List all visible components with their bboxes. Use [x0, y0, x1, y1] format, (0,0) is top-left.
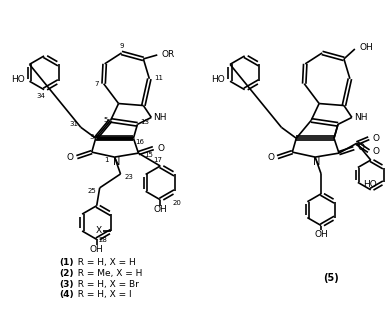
Text: (2): (2) — [59, 268, 73, 278]
Text: R = Me, X = H: R = Me, X = H — [72, 268, 142, 278]
Text: R = H, X = H: R = H, X = H — [72, 258, 136, 267]
Text: O: O — [157, 144, 164, 153]
Text: 13: 13 — [140, 119, 149, 125]
Text: 17: 17 — [153, 157, 162, 163]
Text: HO: HO — [211, 75, 225, 84]
Text: (3): (3) — [59, 280, 73, 289]
Text: HO: HO — [11, 75, 25, 84]
Text: O: O — [373, 134, 380, 143]
Text: 7: 7 — [94, 81, 99, 87]
Text: OR: OR — [161, 50, 174, 59]
Text: O: O — [358, 143, 365, 152]
Text: 15: 15 — [144, 152, 153, 158]
Text: NH: NH — [153, 113, 167, 122]
Text: (1): (1) — [59, 258, 73, 267]
Text: 31: 31 — [70, 121, 79, 127]
Text: 9: 9 — [119, 43, 124, 49]
Text: 25: 25 — [88, 188, 97, 194]
Text: NH: NH — [354, 113, 367, 122]
Text: 28: 28 — [99, 238, 107, 243]
Text: O: O — [373, 146, 380, 156]
Text: (5): (5) — [323, 273, 339, 283]
Text: 23: 23 — [125, 174, 133, 180]
Text: 34: 34 — [36, 93, 45, 99]
Text: 16: 16 — [135, 139, 144, 145]
Text: OH: OH — [314, 230, 328, 239]
Text: 5: 5 — [103, 117, 108, 123]
Text: 20: 20 — [172, 200, 181, 206]
Text: OH: OH — [90, 245, 103, 254]
Text: N: N — [113, 157, 120, 167]
Text: X: X — [95, 226, 102, 236]
Text: OH: OH — [153, 205, 167, 214]
Text: O: O — [67, 153, 74, 162]
Text: N: N — [314, 157, 321, 167]
Text: (4): (4) — [59, 290, 74, 299]
Text: 11: 11 — [154, 75, 163, 81]
Text: R = H, X = I: R = H, X = I — [72, 290, 131, 299]
Text: R = H, X = Br: R = H, X = Br — [72, 280, 139, 289]
Text: 1: 1 — [104, 157, 109, 163]
Text: OH: OH — [360, 43, 374, 51]
Text: O: O — [267, 153, 274, 162]
Text: 3: 3 — [89, 134, 94, 140]
Text: HO: HO — [363, 180, 377, 189]
